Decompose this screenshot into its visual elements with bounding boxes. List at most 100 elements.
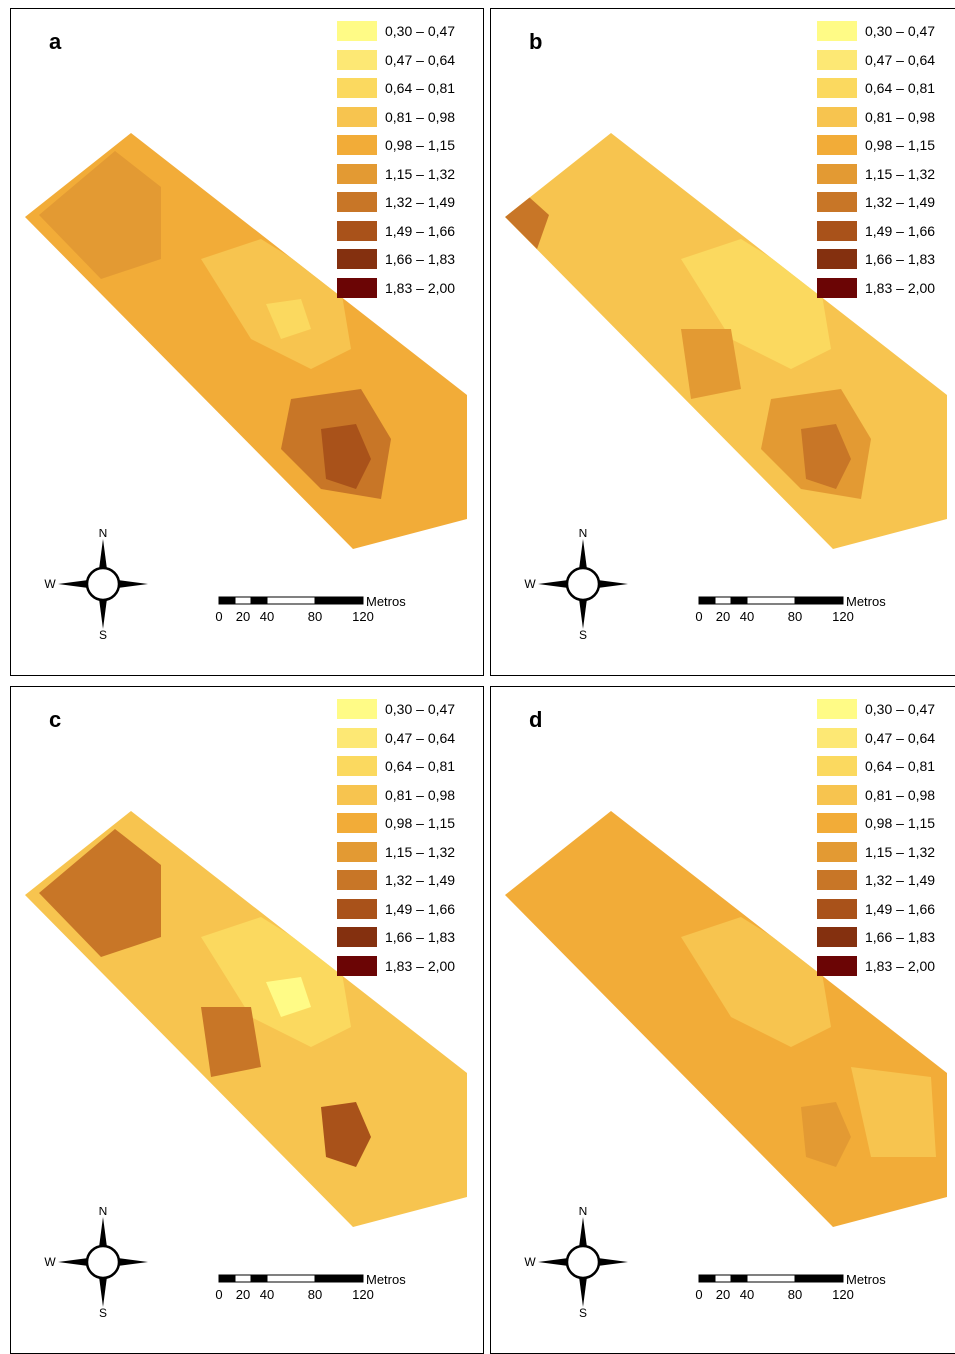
legend-label: 1,66 – 1,83: [865, 929, 936, 946]
legend-item: 1,66 – 1,83: [817, 245, 949, 274]
legend-item: 1,66 – 1,83: [337, 245, 469, 274]
scale-segment: [314, 1274, 364, 1283]
legend-swatch: [817, 870, 857, 891]
legend-label: 0,81 – 0,98: [865, 786, 936, 803]
scale-unit-label: Metros: [846, 1272, 886, 1287]
legend-label: 1,83 – 2,00: [385, 957, 456, 974]
scale-segment: [746, 596, 796, 605]
legend-label: 0,81 – 0,98: [385, 108, 456, 125]
legend-item: 0,98 – 1,15: [817, 809, 949, 838]
scale-segment: [730, 1274, 748, 1283]
legend-swatch: [817, 277, 857, 298]
legend-swatch: [337, 870, 377, 891]
value-zone: [681, 239, 831, 369]
value-zone: [801, 1102, 851, 1167]
legend-item: 0,47 – 0,64: [337, 46, 469, 75]
scale-segment: [714, 596, 732, 605]
legend-label: 1,15 – 1,32: [865, 165, 936, 182]
scale-unit-label: Metros: [366, 1272, 406, 1287]
scale-tick-label: 120: [832, 609, 854, 624]
legend-item: 0,98 – 1,15: [337, 809, 469, 838]
legend-label: 0,47 – 0,64: [865, 51, 936, 68]
legend-item: 1,49 – 1,66: [337, 895, 469, 924]
north-arrow-icon: NSWE: [524, 1207, 628, 1317]
legend-item: 1,83 – 2,00: [337, 952, 469, 981]
panel-letter: a: [49, 29, 62, 54]
legend-label: 0,30 – 0,47: [385, 701, 456, 718]
compass-label: N: [99, 1207, 108, 1218]
legend-label: 0,47 – 0,64: [385, 51, 456, 68]
map-panel-d: d 0,30 – 0,47 0,47 – 0,64 0,64 – 0,81 0,81 –…: [490, 686, 955, 1354]
scale-segment: [746, 1274, 796, 1283]
legend-label: 0,64 – 0,81: [385, 758, 456, 775]
legend-label: 1,49 – 1,66: [865, 900, 936, 917]
legend-swatch: [817, 220, 857, 241]
legend-item: 1,32 – 1,49: [337, 866, 469, 895]
legend-swatch: [337, 927, 377, 948]
scale-tick-label: 20: [716, 609, 730, 624]
scale-tick-label: 80: [788, 1287, 802, 1302]
value-zone: [505, 197, 549, 249]
scale-tick-label: 40: [740, 609, 754, 624]
legend-item: 0,81 – 0,98: [817, 103, 949, 132]
legend-swatch: [817, 249, 857, 270]
legend-swatch: [817, 756, 857, 777]
legend-label: 0,81 – 0,98: [865, 108, 936, 125]
legend-label: 0,47 – 0,64: [865, 729, 936, 746]
north-arrow-icon: NSWE: [44, 1207, 148, 1317]
legend-label: 1,49 – 1,66: [865, 222, 936, 239]
value-zone: [321, 424, 371, 489]
legend-swatch: [337, 220, 377, 241]
compass-label: W: [524, 577, 536, 591]
scale-tick-label: 0: [215, 1287, 222, 1302]
legend-label: 1,83 – 2,00: [865, 957, 936, 974]
value-zone: [681, 917, 831, 1047]
scale-unit-label: Metros: [366, 594, 406, 609]
scale-segment: [730, 596, 748, 605]
scale-segment: [714, 1274, 732, 1283]
legend-label: 1,49 – 1,66: [385, 222, 456, 239]
map-panel-a: a 0,30 – 0,47 0,47 – 0,64 0,64 – 0,81 0,81 –…: [10, 8, 484, 676]
legend-swatch: [817, 784, 857, 805]
scale-segment: [794, 596, 844, 605]
legend-label: 1,83 – 2,00: [385, 279, 456, 296]
legend-label: 1,66 – 1,83: [865, 251, 936, 268]
value-zone: [681, 329, 741, 399]
legend-label: 0,30 – 0,47: [865, 23, 936, 40]
scale-tick-label: 20: [716, 1287, 730, 1302]
legend-item: 0,47 – 0,64: [817, 46, 949, 75]
legend-item: 1,66 – 1,83: [817, 923, 949, 952]
compass-label: S: [99, 628, 107, 639]
value-zone: [266, 299, 311, 339]
scale-tick-label: 20: [236, 609, 250, 624]
legend-swatch: [817, 898, 857, 919]
legend-item: 0,64 – 0,81: [817, 74, 949, 103]
legend-swatch: [817, 78, 857, 99]
legend-swatch: [817, 955, 857, 976]
legend-label: 1,15 – 1,32: [385, 165, 456, 182]
legend-swatch: [337, 106, 377, 127]
legend-swatch: [337, 49, 377, 70]
legend-label: 0,47 – 0,64: [385, 729, 456, 746]
scale-tick-label: 80: [308, 609, 322, 624]
scale-segment: [234, 596, 252, 605]
scale-segment: [314, 596, 364, 605]
scale-tick-label: 40: [260, 609, 274, 624]
legend: 0,30 – 0,47 0,47 – 0,64 0,64 – 0,81 0,81 – …: [337, 695, 469, 980]
legend-swatch: [817, 813, 857, 834]
legend-swatch: [817, 21, 857, 42]
legend-swatch: [337, 249, 377, 270]
compass-label: W: [524, 1255, 536, 1269]
scale-tick-label: 0: [695, 609, 702, 624]
scale-tick-label: 40: [260, 1287, 274, 1302]
compass-label: N: [99, 529, 108, 540]
legend-label: 1,66 – 1,83: [385, 251, 456, 268]
scale-segment: [250, 596, 268, 605]
legend-label: 0,98 – 1,15: [865, 137, 936, 154]
scale-segment: [218, 596, 236, 605]
legend-item: 1,49 – 1,66: [817, 217, 949, 246]
legend-item: 1,49 – 1,66: [817, 895, 949, 924]
legend-swatch: [817, 927, 857, 948]
